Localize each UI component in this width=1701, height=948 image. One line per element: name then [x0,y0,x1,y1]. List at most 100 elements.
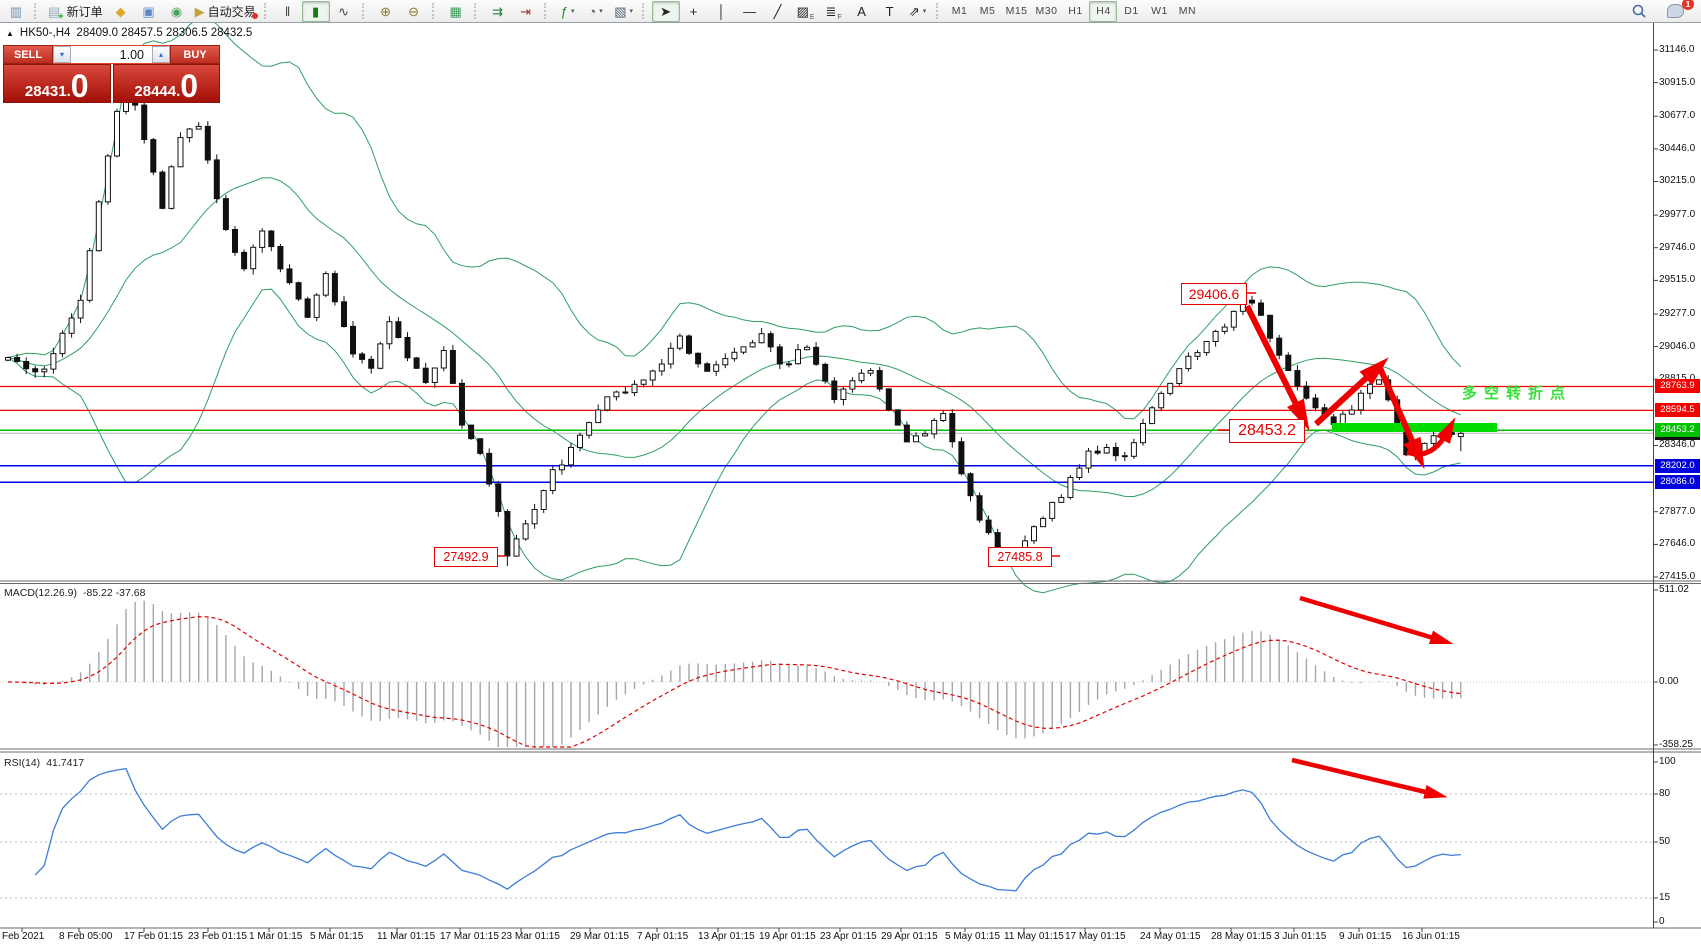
templates-button[interactable]: ▧ ▾ [610,1,638,22]
navigator-button[interactable]: ▣ [135,1,163,22]
search-button[interactable] [1625,1,1653,22]
indicators-button[interactable]: ƒ ▾ [554,1,582,22]
new-order-button[interactable]: ▤ + 新订单 [44,1,107,22]
time-axis-label: 8 Feb 05:00 [59,931,113,942]
zoom-out-button[interactable]: ⊖ [400,1,428,22]
channel-tool-button[interactable]: ▨ E [792,1,820,22]
time-axis-label: 11 Mar 01:15 [377,931,436,942]
volume-input[interactable]: 1.00 [119,47,144,62]
volume-increase-button[interactable]: ▴ [152,46,170,63]
trendline-tool-button[interactable]: ╱ [764,1,792,22]
zoom-in-button[interactable]: ⊕ [372,1,400,22]
metaeditor-button[interactable]: ◆ [107,1,135,22]
collapse-triangle-icon[interactable]: ▲ [6,28,14,38]
time-axis-label: 23 Feb 01:15 [188,931,247,942]
time-axis-label: 7 Apr 01:15 [637,931,689,942]
tf-d1-button[interactable]: D1 [1117,1,1145,22]
tf-m15-button[interactable]: M15 [1002,1,1032,22]
channel-tool-icon: ▨ [796,3,809,19]
crosshair-tool-button[interactable]: + [680,1,708,22]
text-tool-button[interactable]: A [848,1,876,22]
tile-windows-icon: ▦ [449,3,462,19]
tf-w1-button[interactable]: W1 [1145,1,1173,22]
buy-price-button[interactable]: 28444. 0 [112,64,220,103]
time-axis-label: 3 Jun 01:15 [1274,931,1327,942]
toolbar-separator [543,3,550,19]
volume-decrease-button[interactable]: ▾ [53,46,71,63]
symbol-ohlc: 28409.0 28457.5 28306.5 28432.5 [76,27,253,39]
horizontal-line-tool-button[interactable]: — [736,1,764,22]
line-chart-button[interactable]: ∿ [330,1,358,22]
chat-bubble-icon [1666,4,1684,18]
metaeditor-icon: ◆ [115,3,126,19]
toolbar-separator [431,3,438,19]
price-line-label: 28594.5 [1655,403,1700,418]
price-line-label: 28086.0 [1655,475,1700,490]
price-line-label: 28202.0 [1655,458,1700,473]
fibonacci-tool-button[interactable]: ≣ F [820,1,848,22]
rsi-layer [0,767,1653,899]
toolbar-separator [263,3,270,19]
notifications-button[interactable]: 1 [1661,0,1694,22]
bar-chart-button[interactable]: ‖ [274,1,302,22]
price-line-label: 28453.2 [1655,423,1700,438]
sell-price-button[interactable]: 28431. 0 [3,64,111,103]
candlestick-chart-button[interactable]: ▮ [301,0,330,22]
autotrading-button[interactable]: ▶ 自动交易 [191,1,260,22]
symbol-name: HK50-,H4 [19,27,71,39]
price-axis-tick: 27415.0 [1659,570,1696,582]
time-axis-label: 29 Mar 01:15 [570,931,629,942]
buy-button[interactable]: BUY [170,45,220,64]
time-axis-label: 17 Feb 01:15 [124,931,183,942]
periods-button[interactable]: ◔ ▾ [582,1,610,22]
fibonacci-tool-icon: ≣ [825,3,837,19]
macd-axis-tick: 0.00 [1659,676,1679,687]
tf-m30-button[interactable]: M30 [1032,1,1062,22]
tf-mn-button[interactable]: MN [1173,1,1201,22]
toolbar-separator [361,3,368,19]
auto-scroll-button[interactable]: ⇉ [484,1,512,22]
chart-shift-button[interactable]: ⇥ [512,1,540,22]
price-axis-tick: 30677.0 [1659,110,1696,122]
signals-button[interactable]: ◉ [163,1,191,22]
cursor-tool-button[interactable]: ➤ [651,0,680,22]
vertical-line-tool-button[interactable]: │ [708,1,736,22]
price-annotation-label: 29406.6 [1181,283,1247,305]
price-axis-tick: 29046.0 [1659,340,1696,352]
trendline-tool-icon: ╱ [773,3,782,19]
volume-control: ▾ 1.00 ▴ [53,45,170,64]
rsi-label: RSI(14) 41.7417 [4,757,85,769]
market-watch-button[interactable]: ▥ [2,1,30,22]
toolbar-right: 1 [1625,0,1699,22]
tf-h4-button[interactable]: H4 [1089,0,1118,22]
zoom-out-icon: ⊖ [408,3,420,19]
chevron-down-icon: ▾ [629,8,633,15]
fibonacci-tool-button-sub: F [837,13,842,21]
rsi-axis-tick: 80 [1659,788,1671,799]
tf-h4-button-label: H4 [1096,5,1111,17]
label-tool-icon: T [885,3,894,19]
cursor-tool-icon: ➤ [660,3,672,19]
sell-button[interactable]: SELL [3,45,53,64]
search-icon [1632,4,1646,18]
bollinger-layer [7,16,1462,594]
zoom-in-icon: ⊕ [380,3,392,19]
price-axis-tick: 27646.0 [1659,538,1696,550]
tf-h1-button[interactable]: H1 [1061,1,1089,22]
frame-layer [0,23,1701,932]
label-tool-button[interactable]: T [876,1,904,22]
tf-m5-button[interactable]: M5 [974,1,1002,22]
autotrading-icon: ▶ [194,3,205,19]
tf-m1-button[interactable]: M1 [946,1,974,22]
annotation-arrows [1244,304,1456,799]
navigator-icon: ▣ [142,3,155,19]
rsi-axis-tick: 100 [1659,756,1676,767]
macd-label: MACD(12.26.9) -85.22 -37.68 [4,587,146,599]
new-order-icon: ▤ [48,3,61,19]
price-axis-tick: 29746.0 [1659,241,1696,253]
shapes-tool-button[interactable]: ⇗ ▾ [904,1,932,22]
time-axis-label: 19 Apr 01:15 [759,931,816,942]
tf-d1-button-label: D1 [1124,5,1139,17]
tile-windows-button[interactable]: ▦ [442,1,470,22]
